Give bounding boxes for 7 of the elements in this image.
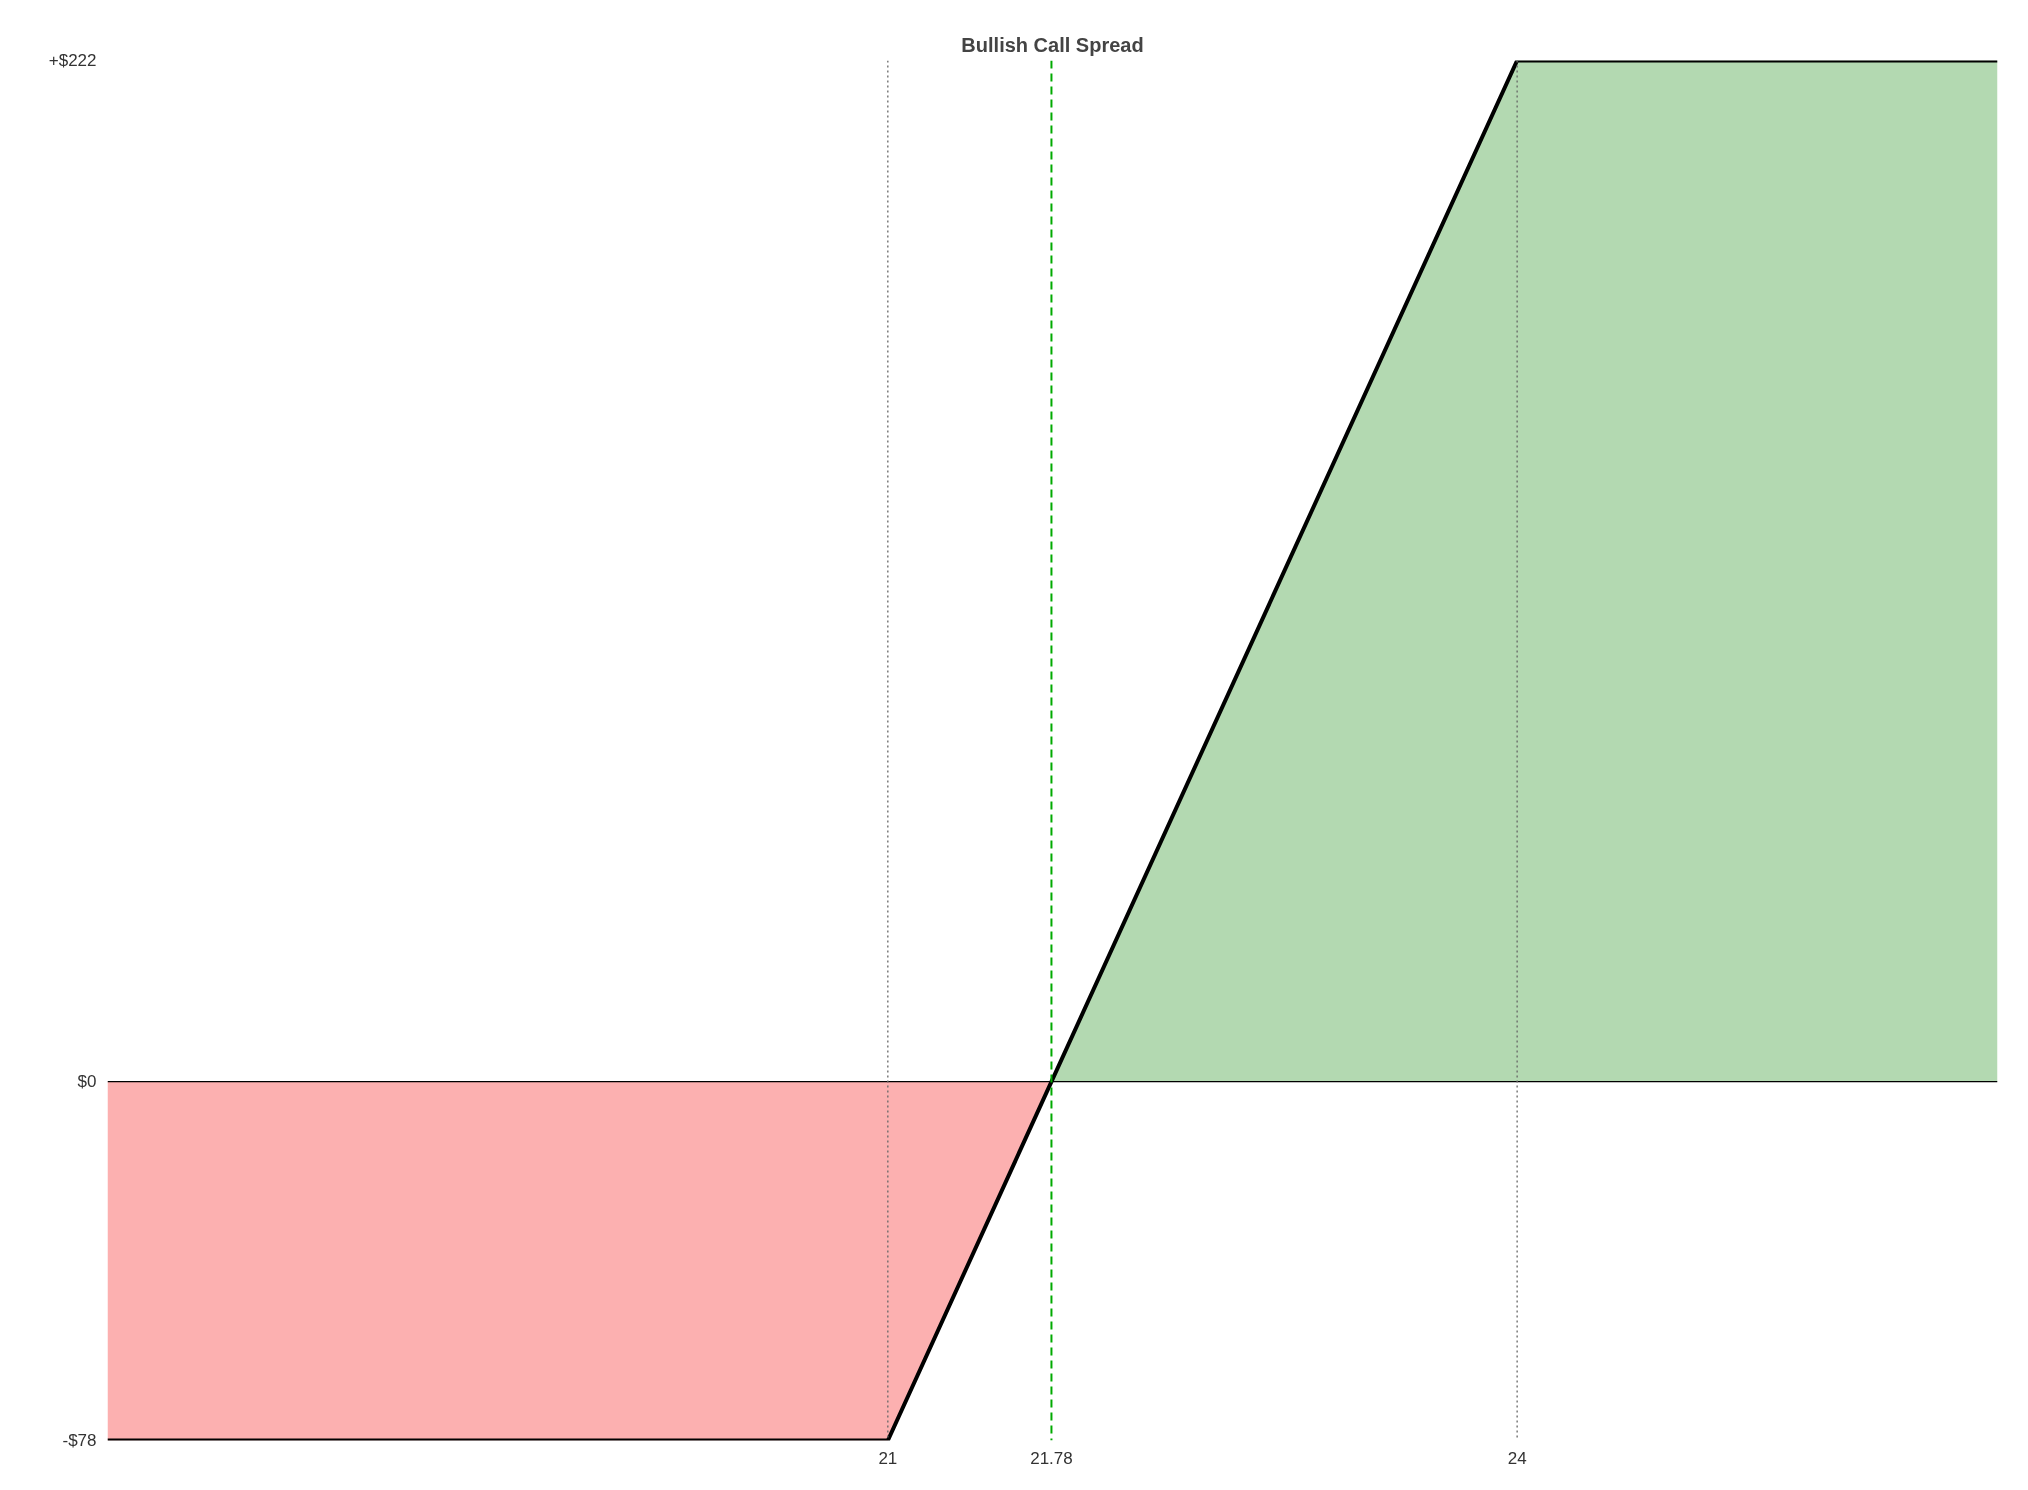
y-tick-label: -$78	[62, 1431, 97, 1450]
x-tick-label: 24	[1507, 1448, 1527, 1468]
y-tick-label: +$222	[48, 51, 97, 70]
y-tick-label: $0	[77, 1072, 97, 1092]
chart-title: Bullish Call Spread	[961, 33, 1144, 56]
x-tick-label: 21.78	[1030, 1448, 1073, 1468]
x-tick-label: 21	[878, 1448, 898, 1468]
